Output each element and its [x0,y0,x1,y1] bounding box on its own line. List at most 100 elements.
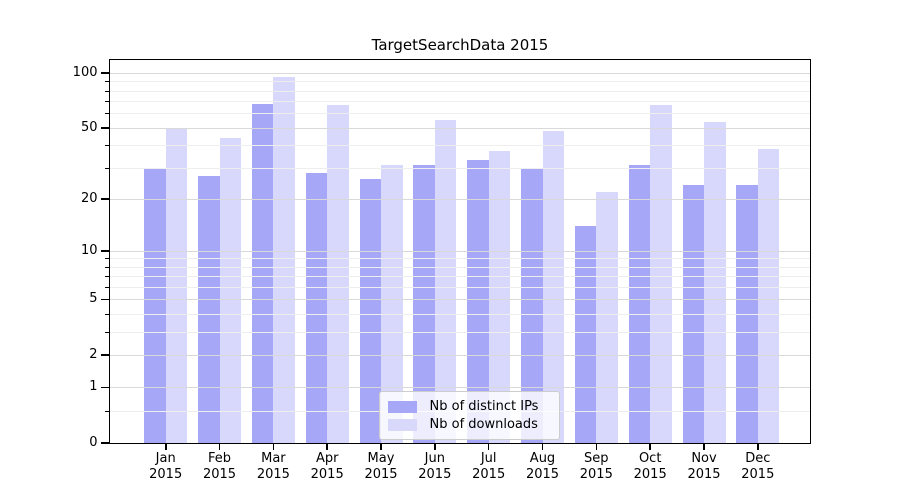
x-tick-label-line: Nov [691,450,717,466]
y-tick-minor [104,276,110,278]
x-tick-label-line: 2015 [472,466,506,482]
x-tick [595,443,598,450]
y-gridline-major [109,354,810,356]
y-gridline-minor [109,331,810,333]
x-tick-label-line: Sep [584,450,609,466]
bar-distinct-ips-May-2015 [359,178,381,443]
x-tick-label: Oct 2015 [618,451,682,483]
bar-distinct-ips-Jun-2015 [413,165,435,443]
y-gridline-major [109,73,810,74]
y-tick-minor [104,101,110,103]
chart-title: TargetSearchData 2015 [371,36,549,54]
x-tick-label: Dec 2015 [726,451,790,483]
x-tick-label: Feb 2015 [188,451,252,483]
x-tick-label: Apr 2015 [295,451,359,483]
y-gridline-minor [109,90,810,92]
y-tick-label: 10 [80,242,98,258]
y-tick [101,72,110,74]
bar-downloads-Jan-2015 [165,129,188,443]
x-tick-label-line: Jul [480,450,497,466]
x-tick-label-line: 2015 [418,466,452,482]
y-gridline-minor [109,145,810,147]
bar-downloads-May-2015 [381,165,403,443]
legend-item: Nb of downloads [387,416,551,434]
x-tick-label-line: Aug [529,450,556,466]
x-tick-label-line: 2015 [633,466,667,482]
x-tick-label-line: 2015 [741,466,775,482]
legend-label-distinct-ips: Nb of distinct IPs [429,399,539,414]
bar-downloads-Oct-2015 [650,104,672,443]
y-gridline-major [109,387,810,389]
x-tick [380,443,382,450]
y-tick [101,127,110,129]
x-tick-label: Nov 2015 [672,451,736,483]
x-tick-label-line: 2015 [149,466,183,482]
bar-downloads-Sep-2015 [596,191,618,443]
x-tick-label-line: 2015 [687,466,721,482]
x-tick [757,443,759,450]
bar-distinct-ips-Nov-2015 [682,184,704,443]
y-gridline-minor [109,314,810,315]
bar-downloads-Dec-2015 [757,149,780,443]
x-tick [272,443,275,450]
x-tick-label-line: 2015 [364,466,398,482]
x-tick-label-line: Feb [207,450,232,466]
legend-label-downloads: Nb of downloads [429,417,538,432]
x-tick [326,443,328,450]
y-tick-minor [104,266,110,268]
y-gridline-minor [109,258,810,260]
y-gridline-minor [109,266,810,268]
y-tick-label: 5 [89,291,98,307]
bar-downloads-Feb-2015 [219,137,241,443]
x-tick-label-line: Apr [315,450,339,466]
bar-downloads-Nov-2015 [704,121,726,443]
y-tick-label: 100 [72,65,98,80]
y-gridline-minor [109,167,810,169]
y-gridline-major [109,127,810,129]
y-tick-minor [104,167,110,169]
bar-distinct-ips-Oct-2015 [628,165,651,443]
y-tick-minor [104,113,110,115]
x-tick-label: May 2015 [349,451,413,483]
x-tick-label: Mar 2015 [241,451,305,483]
y-tick [101,250,110,252]
y-gridline-major [109,250,810,252]
bar-distinct-ips-Aug-2015 [521,167,543,443]
y-gridline-minor [109,276,810,278]
x-tick-label: Aug 2015 [511,451,575,483]
bar-distinct-ips-Jan-2015 [144,167,166,443]
y-tick [101,298,110,301]
y-tick-minor [104,90,110,92]
bar-distinct-ips-Apr-2015 [305,173,328,443]
y-tick [101,386,110,389]
plot-area: Dec 2015 Nov 2015 Oct 2015 Sep 2015 Aug 2015 Jul 20… [73,58,811,482]
x-tick-label: Jun 2015 [403,451,467,483]
x-tick-label-line: 2015 [310,466,344,482]
legend-item: Nb of distinct IPs [387,398,551,416]
x-tick-label: Jul 2015 [457,451,521,483]
x-tick [541,443,544,450]
x-tick [165,443,167,450]
y-tick-label: 20 [80,190,98,206]
y-gridline-major [109,198,810,200]
y-tick-label: 0 [89,435,98,450]
x-tick [703,443,705,450]
x-tick-label-line: Jan [155,450,176,466]
y-tick-minor [104,258,110,260]
y-gridline-minor [109,287,810,288]
bar-distinct-ips-Feb-2015 [198,175,220,443]
y-gridline-major [109,299,810,301]
x-tick [649,443,651,450]
y-tick-minor [104,81,110,83]
x-tick-label-line: 2015 [256,466,290,482]
x-tick-label-line: May [367,450,395,466]
bar-distinct-ips-Dec-2015 [736,184,758,443]
y-tick-minor [104,410,110,412]
y-tick [101,354,110,356]
legend-swatch-downloads [387,418,417,431]
x-tick-label-line: 2015 [202,466,237,482]
y-gridline-minor [109,113,810,115]
x-tick-label-line: Mar [261,450,286,466]
bar-distinct-ips-Sep-2015 [574,225,597,443]
